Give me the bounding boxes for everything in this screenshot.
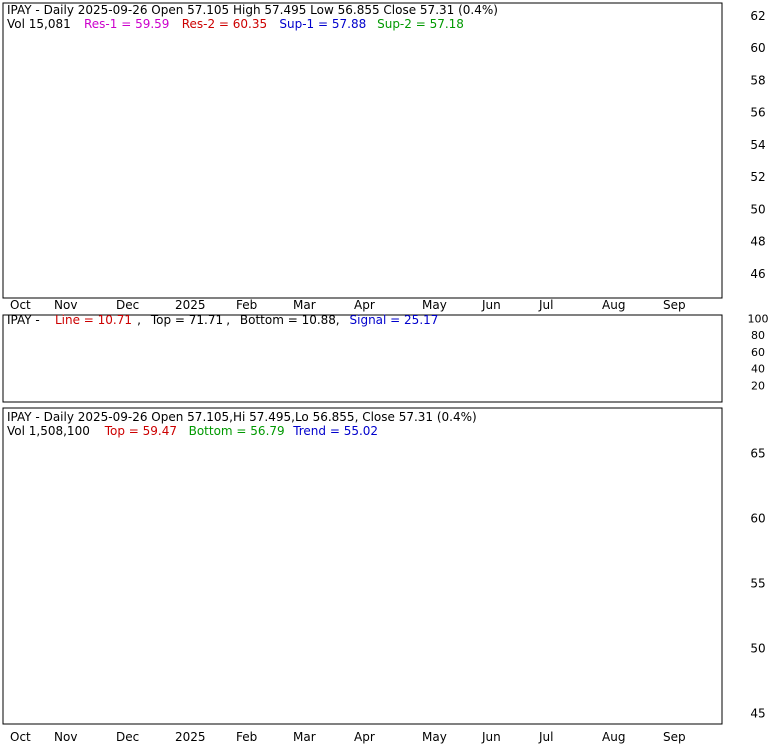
oscillator-legend-entry: Signal = 25.17 [350,313,439,327]
x-tick-label: May [422,730,447,744]
x-tick-label: Dec [116,730,139,744]
legend-entry: Sup-2 = 57.18 [377,17,464,31]
x-tick-label: Nov [54,730,77,744]
oscillator-legend-entry: , [226,313,230,327]
panel-frame [2,2,723,299]
x-tick-label: Aug [602,298,625,312]
legend-entry: Bottom = 56.79 [189,424,285,438]
panel-frame [2,314,723,403]
x-tick-label: Feb [236,730,257,744]
y-tick-label: 60 [751,346,765,359]
y-tick-label: 56 [750,106,765,120]
legend-entry: Vol 1,508,100 [7,424,90,438]
x-tick-label: Apr [354,298,375,312]
trend-chart-title: IPAY - Daily 2025-09-26 Open 57.105,Hi 5… [7,410,477,424]
legend-entry: Res-1 = 59.59 [84,17,169,31]
oscillator-legend-entry: , [336,313,340,327]
y-tick-label: 40 [751,363,765,376]
x-tick-label: Jul [538,298,553,312]
y-tick-label: 46 [750,267,765,281]
x-tick-label: Jun [481,730,501,744]
y-tick-label: 50 [750,202,765,216]
legend-entry: Top = 59.47 [104,424,177,438]
x-tick-label: 2025 [175,298,206,312]
y-tick-label: 54 [750,138,765,152]
x-tick-label: Sep [663,298,686,312]
legend-entry: Res-2 = 60.35 [182,17,267,31]
y-tick-label: 45 [750,707,765,721]
oscillator-legend-entry: , [137,313,141,327]
x-tick-label: Dec [116,298,139,312]
x-tick-label: Feb [236,298,257,312]
y-tick-label: 60 [750,512,765,526]
y-tick-label: 48 [750,235,765,249]
y-tick-label: 50 [750,642,765,656]
x-tick-label: Apr [354,730,375,744]
x-tick-label: Mar [293,730,316,744]
x-tick-label: Jun [481,298,501,312]
y-tick-label: 60 [750,41,765,55]
panel-frame [2,407,723,725]
y-tick-label: 52 [750,170,765,184]
x-tick-label: Oct [10,298,31,312]
y-tick-label: 58 [750,73,765,87]
y-tick-label: 55 [750,577,765,591]
x-tick-label: Nov [54,298,77,312]
oscillator-legend-entry: Top = 71.71 [150,313,223,327]
y-tick-label: 100 [748,312,769,325]
oscillator-legend-entry: Line = 10.71 [55,313,132,327]
x-tick-label: Aug [602,730,625,744]
x-tick-label: Oct [10,730,31,744]
oscillator-legend-entry: IPAY - [7,313,40,327]
oscillator-legend-entry: Bottom = 10.88 [240,313,336,327]
x-tick-label: Sep [663,730,686,744]
y-tick-label: 65 [750,447,765,461]
y-tick-label: 62 [750,9,765,23]
legend-entry: Sup-1 = 57.88 [279,17,366,31]
x-tick-label: 2025 [175,730,206,744]
x-tick-label: Jul [538,730,553,744]
legend-entry: Vol 15,081 [7,17,71,31]
y-tick-label: 80 [751,329,765,342]
chart-title: IPAY - Daily 2025-09-26 Open 57.105 High… [7,3,498,17]
legend-entry: Trend = 55.02 [292,424,378,438]
y-tick-label: 20 [751,379,765,392]
x-tick-label: Mar [293,298,316,312]
x-tick-label: May [422,298,447,312]
